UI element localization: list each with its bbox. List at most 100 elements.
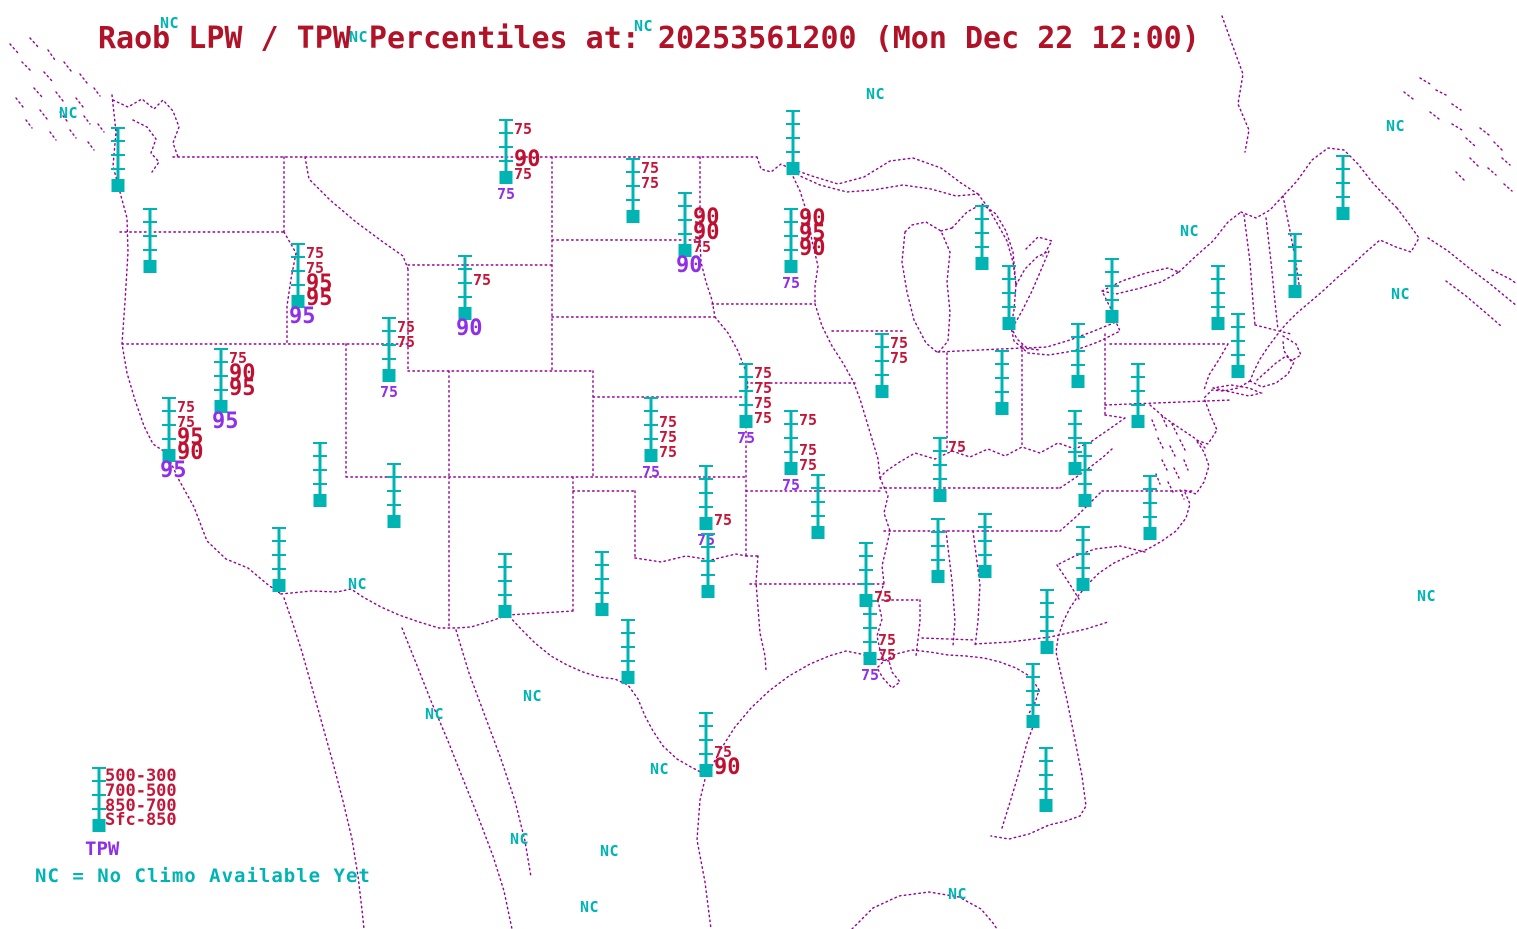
station-marker	[1078, 442, 1092, 507]
station-tpw-label: 75	[861, 666, 879, 684]
station-percentile-label: 90	[514, 147, 541, 172]
station-marker	[387, 463, 401, 528]
nc-label: NC	[866, 85, 885, 103]
station-percentile-label: 75	[878, 631, 896, 649]
station-percentile-label: 75	[397, 318, 415, 336]
nc-label: NC	[425, 705, 444, 723]
station-tpw-label: 75	[497, 185, 515, 203]
station-percentile-label: 75	[693, 238, 711, 256]
station-percentile-label: 75	[641, 174, 659, 192]
station-marker	[143, 208, 157, 273]
station-marker	[931, 518, 945, 583]
station-marker	[1211, 265, 1225, 330]
stations-layer: 7575959595759095957575959095757575759075…	[111, 110, 1350, 812]
station-percentile-label: 75	[177, 413, 195, 431]
station-percentile-label: 75	[874, 588, 892, 606]
legend-layer-sfc-850: Sfc-850	[105, 810, 177, 830]
station-percentile-label: 75	[306, 259, 324, 277]
station-marker	[995, 350, 1009, 415]
station-marker: 75	[933, 437, 966, 502]
station-percentile-label: 75	[890, 334, 908, 352]
nc-label: NC	[59, 104, 78, 122]
station-tpw-label: 90	[676, 253, 703, 278]
legend-tpw-label: TPW	[85, 838, 120, 860]
station-percentile-label: 75	[878, 646, 896, 664]
nc-label: NC	[948, 885, 967, 903]
station-percentile-label: 75	[514, 120, 532, 138]
station-tpw-label: 95	[289, 304, 316, 329]
legend-layer-700-500: 700-500	[105, 781, 177, 801]
station-percentile-label: 95	[177, 425, 204, 450]
station-marker	[1336, 155, 1350, 220]
station-marker	[1040, 589, 1054, 654]
station-percentile-label: 75	[397, 333, 415, 351]
nc-label: NC	[1417, 587, 1436, 605]
station-tpw-label: 75	[697, 531, 715, 549]
station-percentile-label: 75	[473, 271, 491, 289]
nc-label: NC	[348, 575, 367, 593]
station-percentile-label: 75	[306, 244, 324, 262]
station-percentile-label: 75	[799, 456, 817, 474]
station-marker	[975, 205, 989, 270]
nc-label: NC	[600, 842, 619, 860]
station-marker	[498, 553, 512, 618]
station-marker	[1071, 323, 1085, 388]
station-marker	[811, 474, 825, 539]
nc-label: NC	[160, 14, 179, 32]
station-marker	[595, 551, 609, 616]
station-percentile-label: 75	[659, 413, 677, 431]
station-tpw-label: 75	[642, 463, 660, 481]
station-percentile-label: 90	[799, 206, 826, 231]
station-marker	[1143, 475, 1157, 540]
station-marker	[1068, 410, 1082, 475]
station-marker	[786, 110, 800, 175]
station-marker	[701, 533, 715, 598]
station-percentile-label: 75	[948, 438, 966, 456]
station-percentile-label: 75	[714, 743, 732, 761]
state-boundaries	[9, 15, 1517, 929]
station-marker	[1026, 663, 1040, 728]
station-marker	[1131, 363, 1145, 428]
nc-label: NC	[510, 830, 529, 848]
station-tpw-label: 95	[160, 458, 187, 483]
station-percentile-label: 95	[306, 271, 333, 296]
station-marker	[978, 513, 992, 578]
station-marker	[92, 767, 106, 832]
station-tpw-label: 75	[782, 476, 800, 494]
station-percentile-label: 90	[693, 205, 720, 230]
station-percentile-label: 90	[177, 440, 204, 465]
nc-labels-layer: NC NC NC NC NC NC NC NC NC NC NC NC NC NC NC NC NC	[59, 14, 1436, 916]
station-marker	[1231, 313, 1245, 378]
station-percentile-label: 90	[799, 236, 826, 261]
station-percentile-label: 75	[177, 398, 195, 416]
legend-layer-500-300: 500-300	[105, 766, 177, 786]
station-percentile-label: 75	[754, 394, 772, 412]
station-percentile-label: 90	[229, 361, 256, 386]
nc-label: NC	[1180, 222, 1199, 240]
nc-label: NC	[650, 760, 669, 778]
station-marker	[621, 619, 635, 684]
nc-label: NC	[349, 28, 368, 46]
station-marker	[1002, 265, 1016, 330]
station-percentile-label: 75	[659, 443, 677, 461]
legend-layer-850-700: 850-700	[105, 796, 177, 816]
station-percentile-label: 75	[659, 428, 677, 446]
nc-label: NC	[580, 898, 599, 916]
legend-station-glyph	[92, 767, 106, 832]
station-marker	[272, 527, 286, 592]
